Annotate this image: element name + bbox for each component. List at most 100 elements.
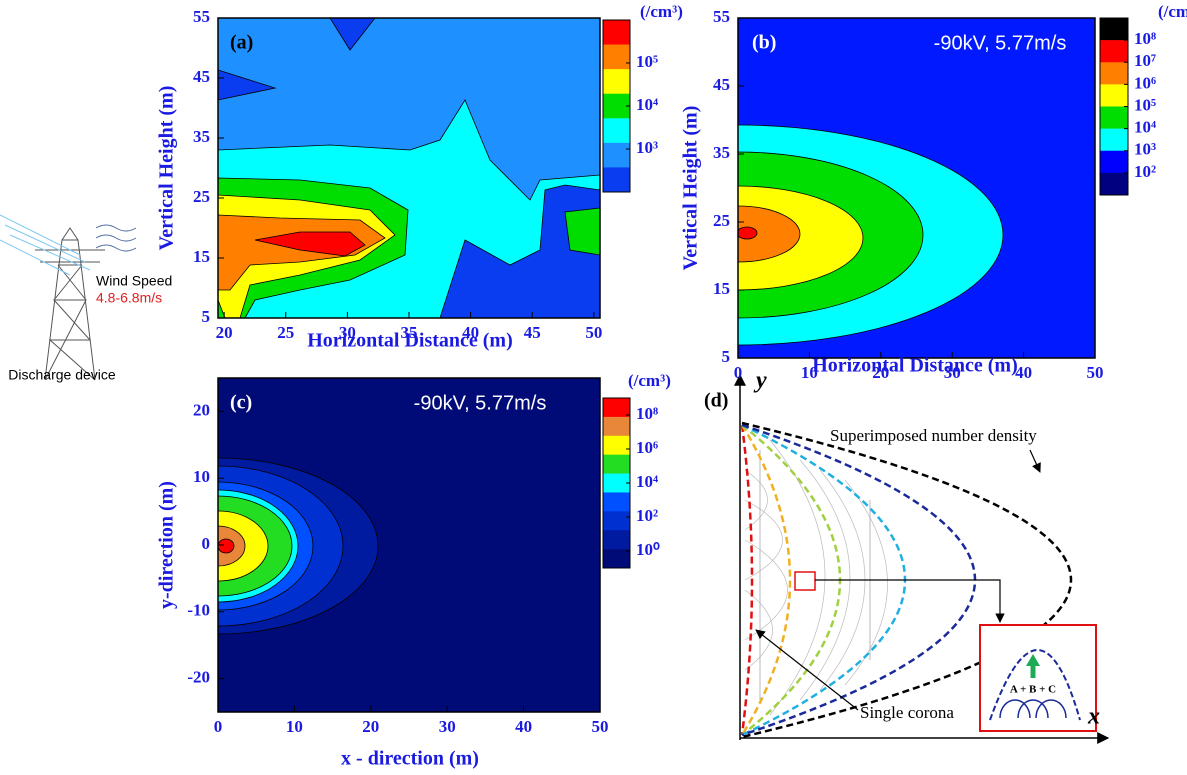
x-tick-label: 45 — [524, 323, 541, 342]
y-tick-label: 20 — [193, 400, 210, 419]
y-axis-title: Vertical Height (m) — [156, 86, 178, 251]
wind-label: Wind Speed — [96, 273, 172, 289]
x-axis-title: Horizontal Distance (m) — [812, 355, 1018, 377]
colorbar-tick-label: 10⁴ — [636, 95, 658, 114]
colorbar-band — [603, 93, 630, 119]
colorbar-band — [603, 44, 630, 70]
panel-label: (d) — [704, 390, 728, 412]
x-tick-label: 30 — [339, 323, 356, 342]
x-tick-label: 10 — [286, 717, 303, 736]
y-tick-label: 35 — [713, 143, 730, 162]
x-axis-title: Horizontal Distance (m) — [307, 330, 513, 352]
annotation: -90kV, 5.77m/s — [934, 32, 1067, 54]
annotation: Superimposed number density — [830, 426, 1037, 445]
panel-label: (a) — [230, 32, 253, 54]
colorbar-tick-label: 10⁵ — [636, 52, 658, 71]
colorbar-band — [1100, 128, 1128, 152]
colorbar-tick-label: 10⁴ — [636, 472, 658, 491]
colorbar-tick-label: 10⁷ — [1134, 51, 1156, 70]
x-tick-label: 40 — [1015, 363, 1032, 382]
x-tick-label: 20 — [216, 323, 233, 342]
y-tick-label: 35 — [193, 127, 210, 146]
colorbar-band — [603, 454, 630, 474]
colorbar-band — [603, 511, 630, 531]
contour-b — [738, 18, 1095, 358]
annotation: -90kV, 5.77m/s — [414, 392, 547, 414]
colorbar-band — [1100, 150, 1128, 174]
colorbar-band — [1100, 62, 1128, 85]
x-tick-label: 50 — [1087, 363, 1104, 382]
x-tick-label: 25 — [277, 323, 294, 342]
annotation: Single corona — [860, 703, 954, 722]
y-tick-label: -20 — [187, 668, 210, 687]
colorbar-tick-label: 10³ — [1134, 140, 1156, 159]
y-axis-title: y-direction (m) — [156, 481, 178, 609]
contour-c — [218, 378, 600, 712]
colorbar-band — [603, 69, 630, 95]
colorbar-tick-label: 10⁶ — [1134, 73, 1156, 92]
colorbar-tick-label: 10⁰ — [636, 540, 660, 559]
y-tick-label: 5 — [722, 347, 731, 366]
x-tick-label: 30 — [944, 363, 961, 382]
colorbar-band — [603, 20, 630, 45]
x-tick-label: 0 — [734, 363, 743, 382]
colorbar-tick-label: 10⁸ — [636, 404, 658, 423]
colorbar-tick-label: 10⁴ — [1134, 118, 1156, 137]
x-axis-title: x - direction (m) — [341, 748, 479, 770]
colorbar-title: (/cm³) — [1158, 2, 1187, 21]
colorbar-tick-label: 10⁸ — [1134, 29, 1156, 48]
y-tick-label: 0 — [202, 534, 211, 553]
tower-illustration — [0, 214, 137, 381]
x-tick-label: 10 — [801, 363, 818, 382]
colorbar-band — [603, 142, 630, 168]
x-tick-label: 40 — [462, 323, 479, 342]
colorbar-tick-label: 10² — [636, 506, 658, 525]
colorbar-band — [603, 398, 630, 418]
x-tick-label: 50 — [592, 717, 609, 736]
y-axis-title: Vertical Height (m) — [680, 106, 702, 271]
y-tick-label: 45 — [193, 67, 210, 86]
x-tick-label: 0 — [214, 717, 223, 736]
x-tick-label: 20 — [872, 363, 889, 382]
colorbar-band — [603, 549, 630, 569]
y-tick-label: 5 — [202, 307, 211, 326]
x-tick-label: 35 — [401, 323, 418, 342]
wind-speed: 4.8-6.8m/s — [96, 290, 162, 306]
colorbar-band — [603, 118, 630, 144]
y-tick-label: 55 — [713, 7, 730, 26]
plot-frame — [737, 17, 1096, 359]
diagram-d — [734, 373, 1110, 744]
colorbar-band — [603, 167, 630, 193]
colorbar-tick-label: 10³ — [636, 138, 658, 157]
y-tick-label: 25 — [713, 211, 730, 230]
colorbar-band — [1100, 18, 1128, 41]
colorbar-band — [1100, 40, 1128, 63]
device-label: Discharge device — [8, 367, 116, 383]
y-axis-label: y — [753, 368, 767, 394]
colorbar-band — [603, 416, 630, 437]
colorbar-band — [603, 435, 630, 455]
colorbar-tick-label: 10² — [1134, 162, 1156, 181]
y-tick-label: 45 — [713, 75, 730, 94]
x-tick-label: 20 — [362, 717, 379, 736]
y-tick-label: 15 — [193, 247, 210, 266]
y-tick-label: 10 — [193, 467, 210, 486]
x-tick-label: 30 — [439, 717, 456, 736]
colorbar-title: (/cm³) — [628, 371, 671, 390]
y-tick-label: -10 — [187, 601, 210, 620]
colorbar-band — [603, 473, 630, 493]
colorbar-band — [1100, 106, 1128, 129]
inset-label: A + B + C — [1010, 684, 1056, 696]
colorbar-band — [603, 492, 630, 512]
colorbar-band — [1100, 172, 1128, 196]
colorbar-band — [603, 530, 630, 550]
colorbar-band — [1100, 84, 1128, 107]
x-tick-label: 50 — [585, 323, 602, 342]
y-tick-label: 25 — [193, 187, 210, 206]
x-tick-label: 40 — [515, 717, 532, 736]
panel-label: (c) — [230, 392, 252, 414]
colorbar-tick-label: 10⁶ — [636, 438, 658, 457]
colorbar-tick-label: 10⁵ — [1134, 95, 1156, 114]
contour-a — [218, 18, 600, 318]
